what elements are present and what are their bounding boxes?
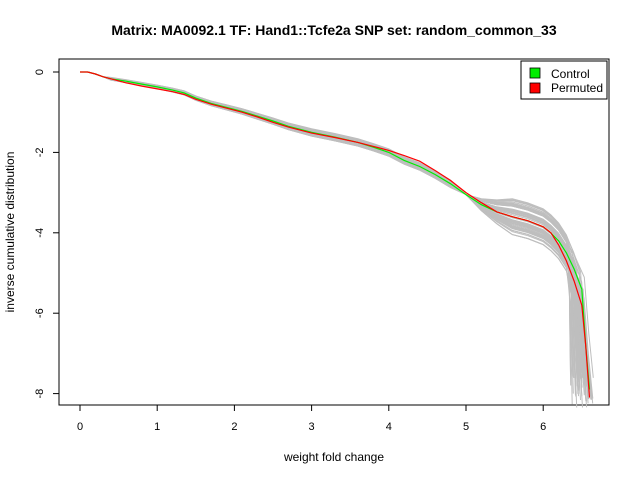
gray-curve-22	[80, 71, 590, 393]
background-gray-curves	[80, 71, 594, 408]
y-tick-label-0: 0	[34, 69, 46, 75]
gray-curve-38	[80, 71, 588, 408]
gray-curve-57	[80, 71, 592, 397]
x-tick-label-3: 3	[309, 421, 315, 433]
gray-curve-7	[80, 71, 580, 391]
gray-curve-54	[80, 71, 589, 404]
gray-curve-29	[80, 71, 580, 385]
legend-swatch-permuted	[529, 82, 541, 94]
gray-curve-48	[80, 71, 594, 404]
gray-curve-46	[80, 71, 579, 397]
gray-curve-47	[80, 71, 579, 395]
y-tick-label-4: -8	[34, 389, 46, 399]
gray-curve-21	[80, 71, 578, 408]
gray-curve-53	[80, 71, 574, 394]
legend-swatch-control	[529, 67, 541, 79]
y-tick-label-2: -4	[34, 228, 46, 238]
gray-curve-5	[80, 71, 589, 400]
gray-curve-35	[80, 71, 590, 399]
gray-curve-19	[80, 71, 572, 374]
x-tick-label-2: 2	[231, 421, 237, 433]
x-tick-label-5: 5	[463, 421, 469, 433]
y-axis-label: inverse cumulative distribution	[3, 152, 17, 313]
gray-curve-18	[80, 71, 581, 394]
x-tick-label-4: 4	[386, 421, 392, 433]
gray-curve-41	[80, 71, 583, 408]
gray-curve-37	[80, 71, 581, 379]
gray-curve-34	[80, 71, 573, 405]
gray-curve-36	[80, 71, 577, 397]
legend: Control Permuted	[520, 60, 608, 100]
gray-curve-6	[80, 71, 574, 377]
x-tick-label-6: 6	[540, 421, 546, 433]
gray-curve-10	[80, 71, 575, 379]
gray-curve-55	[80, 71, 579, 383]
gray-curve-20	[80, 71, 587, 399]
x-tick-label-0: 0	[77, 421, 83, 433]
gray-curve-11	[80, 71, 583, 397]
gray-curve-42	[80, 71, 587, 385]
series-lines	[80, 71, 591, 398]
gray-curve-25	[80, 71, 583, 388]
chart-title: Matrix: MA0092.1 TF: Hand1::Tcfe2a SNP s…	[111, 22, 556, 38]
gray-curve-45	[80, 71, 581, 401]
y-tick-label-3: -6	[34, 308, 46, 318]
gray-curve-32	[80, 71, 587, 401]
gray-curve-17	[80, 71, 577, 394]
gray-curve-40	[80, 71, 578, 387]
x-axis: 0 1 2 3 4 5 6	[77, 404, 546, 433]
y-axis: 0 -2 -4 -6 -8	[34, 69, 60, 399]
gray-curve-2	[80, 71, 588, 402]
series-line-permuted	[80, 71, 591, 398]
gray-curve-52	[80, 71, 585, 396]
y-tick-label-1: -2	[34, 148, 46, 158]
legend-label-control: Control	[551, 67, 590, 81]
gray-curve-56	[80, 71, 593, 400]
x-tick-label-1: 1	[154, 421, 160, 433]
gray-curve-13	[80, 71, 591, 400]
legend-label-permuted: Permuted	[551, 81, 603, 95]
gray-curve-24	[80, 71, 572, 386]
x-axis-label: weight fold change	[283, 450, 384, 464]
gray-curve-58	[80, 71, 576, 395]
